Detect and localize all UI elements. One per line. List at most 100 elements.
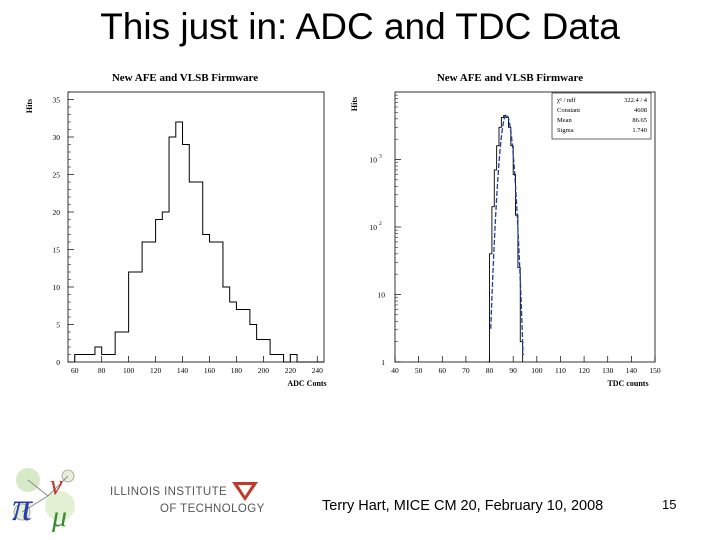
tdc-y-tick-exponent: 2	[379, 221, 382, 227]
adc-y-tick-label: 35	[53, 96, 61, 105]
tdc-y-tick-label: 1	[381, 358, 385, 367]
stat-value-sigma: 1.740	[632, 127, 647, 134]
tdc-histogram-bin	[499, 127, 501, 362]
adc-histogram-bin	[223, 287, 230, 362]
tdc-y-tick-label: 10	[370, 156, 378, 165]
adc-histogram-bin	[270, 355, 277, 363]
adc-y-tick-label: 10	[53, 283, 61, 292]
adc-histogram-bin	[183, 145, 190, 363]
adc-x-tick-label: 140	[177, 366, 189, 375]
adc-histogram-bin	[142, 242, 149, 362]
tdc-y-tick-exponent: 3	[379, 154, 382, 160]
adc-histogram-bin	[95, 347, 102, 362]
adc-histogram-bin	[290, 355, 297, 363]
adc-histogram-bin	[209, 242, 216, 362]
tdc-x-tick-label: 130	[602, 366, 614, 375]
tdc-y-tick-label: 10	[378, 291, 386, 300]
adc-histogram-bin	[102, 355, 109, 363]
logo-text-line1: ILLINOIS INSTITUTE	[110, 486, 228, 498]
tdc-histogram-bin	[501, 117, 503, 362]
tdc-x-tick-label: 70	[462, 366, 470, 375]
adc-histogram-bin	[169, 137, 176, 362]
adc-x-tick-label: 200	[258, 366, 270, 375]
adc-histogram-chart: New AFE and VLSB Firmware Hits ADC Conts…	[25, 72, 327, 388]
tdc-chart-title: New AFE and VLSB Firmware	[437, 72, 583, 84]
tdc-x-tick-label: 150	[649, 366, 661, 375]
adc-histogram-bin	[196, 182, 203, 362]
svg-text:μ: μ	[51, 500, 67, 532]
page-number: 15	[662, 497, 677, 512]
tdc-histogram-bin	[513, 174, 515, 362]
tdc-histogram-bin	[508, 127, 510, 362]
adc-histogram-bin	[203, 235, 210, 363]
adc-histogram-bin	[162, 212, 169, 362]
slide-footer: Terry Hart, MICE CM 20, February 10, 200…	[322, 498, 604, 514]
adc-x-tick-label: 180	[231, 366, 243, 375]
adc-histogram-bin	[156, 220, 163, 363]
illinois-tech-logo: ILLINOIS INSTITUTE OF TECHNOLOGY	[110, 478, 278, 518]
adc-histogram-bin	[257, 340, 264, 363]
iit-mark-icon	[232, 482, 258, 501]
adc-chart-title: New AFE and VLSB Firmware	[112, 72, 258, 84]
tdc-fit-stats-box: χ² / ndf 322.4 / 4 Constant 4608 Mean 86…	[551, 92, 652, 140]
adc-histogram-bin	[75, 355, 82, 363]
stat-label-chi2: χ² / ndf	[557, 97, 576, 104]
adc-x-tick-label: 220	[285, 366, 297, 375]
adc-histogram-bin	[115, 332, 122, 362]
adc-histogram-bin	[263, 340, 270, 363]
tdc-x-tick-label: 90	[509, 366, 517, 375]
adc-histogram-bin	[108, 355, 115, 363]
tdc-x-tick-label: 100	[531, 366, 543, 375]
adc-histogram-bin	[243, 310, 250, 363]
tdc-x-tick-label: 50	[415, 366, 423, 375]
adc-x-tick-label: 120	[150, 366, 162, 375]
adc-x-tick-label: 60	[71, 366, 79, 375]
stat-value-chi2: 322.4 / 4	[624, 97, 648, 104]
tdc-histogram-bin	[516, 215, 518, 362]
adc-histogram-bin	[135, 272, 142, 362]
tdc-x-tick-label: 140	[626, 366, 638, 375]
adc-histogram-bin	[149, 242, 156, 362]
tdc-histogram-bin	[518, 268, 520, 362]
adc-y-tick-label: 5	[56, 321, 60, 330]
svg-text:π: π	[12, 484, 33, 529]
adc-histogram-bin	[216, 242, 223, 362]
tdc-x-tick-label: 120	[578, 366, 590, 375]
adc-x-tick-label: 80	[98, 366, 106, 375]
tdc-x-tick-label: 80	[486, 366, 494, 375]
tdc-x-axis-label: TDC counts	[607, 379, 648, 388]
adc-histogram-bin	[189, 182, 196, 362]
mice-logo: π ν μ	[12, 468, 75, 532]
svg-text:ν: ν	[50, 470, 63, 501]
adc-x-axis-label: ADC Conts	[287, 379, 326, 388]
tdc-y-tick-label: 10	[370, 223, 378, 232]
tdc-histogram-bin	[504, 115, 506, 362]
tdc-histogram-bin	[520, 342, 522, 362]
adc-histogram-bin	[250, 325, 257, 363]
adc-histogram-bin	[81, 355, 88, 363]
stat-label-sigma: Sigma	[557, 127, 574, 134]
adc-x-tick-label: 240	[312, 366, 324, 375]
adc-y-tick-label: 20	[53, 208, 61, 217]
adc-x-tick-label: 100	[123, 366, 135, 375]
tdc-x-tick-label: 40	[391, 366, 399, 375]
adc-y-tick-label: 30	[53, 133, 61, 142]
adc-histogram-bin	[277, 355, 284, 363]
adc-histogram-bin	[176, 122, 183, 362]
stat-label-constant: Constant	[557, 107, 580, 114]
adc-y-tick-label: 0	[56, 358, 60, 367]
tdc-histogram-bin	[511, 146, 513, 362]
tdc-gaussian-fit-line	[490, 114, 524, 356]
adc-histogram-bin	[122, 332, 129, 362]
adc-histogram-bin	[88, 355, 95, 363]
adc-x-tick-label: 160	[204, 366, 216, 375]
adc-histogram-line	[74, 121, 324, 363]
stat-value-constant: 4608	[634, 107, 647, 114]
tdc-x-tick-label: 110	[555, 366, 566, 375]
adc-histogram-bin	[230, 302, 237, 362]
logo-text-line2: OF TECHNOLOGY	[160, 503, 265, 515]
stat-label-mean: Mean	[557, 117, 573, 124]
adc-histogram-bin	[129, 272, 136, 362]
tdc-x-tick-label: 60	[439, 366, 447, 375]
slide-title: This just in: ADC and TDC Data	[100, 6, 620, 47]
